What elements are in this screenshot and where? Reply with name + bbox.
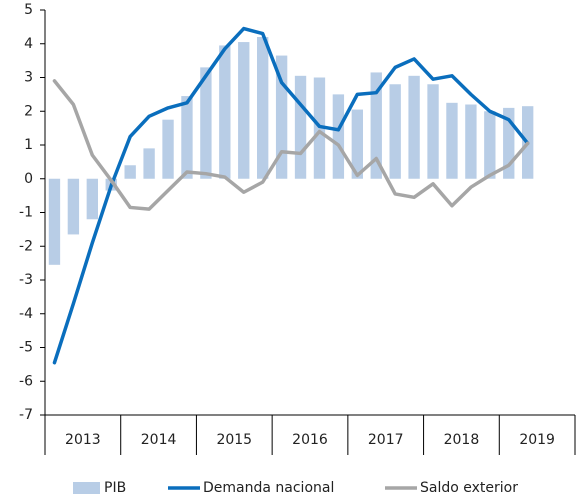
bar	[484, 111, 496, 179]
bar	[48, 178, 61, 265]
bar	[200, 67, 212, 179]
x-tick-label: 2019	[519, 432, 555, 448]
bar	[351, 109, 363, 179]
y-tick-label: 4	[24, 36, 33, 52]
bar	[219, 45, 231, 179]
bar	[294, 75, 307, 179]
bar	[408, 75, 420, 179]
bar	[143, 148, 155, 179]
y-tick-label: 1	[24, 137, 33, 153]
y-tick-label: -1	[19, 205, 33, 221]
y-tick-label: 3	[24, 70, 33, 86]
bar	[162, 119, 174, 179]
y-tick-label: -2	[19, 238, 33, 254]
bar	[332, 94, 345, 179]
y-tick-label: 2	[24, 103, 33, 119]
y-tick-label: 0	[24, 171, 33, 187]
y-tick-label: 5	[24, 2, 33, 18]
y-tick-label: -6	[19, 373, 33, 389]
x-tick-label: 2018	[444, 432, 480, 448]
y-tick-label: -4	[19, 306, 33, 322]
bar	[181, 96, 193, 179]
x-tick-label: 2017	[368, 432, 404, 448]
x-tick-label: 2014	[141, 432, 177, 448]
line	[52, 26, 530, 365]
y-tick-label: -5	[19, 340, 33, 356]
bar	[503, 107, 515, 179]
bar	[275, 55, 288, 179]
x-tick-label: 2015	[216, 432, 252, 448]
y-tick-label: -3	[19, 272, 33, 288]
bar	[238, 42, 250, 179]
bar	[67, 178, 80, 235]
legend-label: Demanda nacional	[203, 480, 334, 496]
line	[52, 79, 530, 211]
legend-label: Saldo exterior	[420, 480, 518, 496]
y-tick-label: -7	[19, 407, 33, 423]
bar	[427, 84, 439, 179]
bar	[257, 37, 269, 179]
legend-label: PIB	[104, 480, 126, 496]
x-tick-label: 2016	[292, 432, 328, 448]
x-tick-label: 2013	[65, 432, 101, 448]
bar	[86, 178, 98, 220]
bar	[370, 72, 382, 179]
bar	[124, 165, 136, 179]
bar	[465, 104, 477, 179]
bar	[446, 102, 458, 179]
legend-swatch	[73, 482, 100, 494]
bar	[389, 84, 401, 179]
